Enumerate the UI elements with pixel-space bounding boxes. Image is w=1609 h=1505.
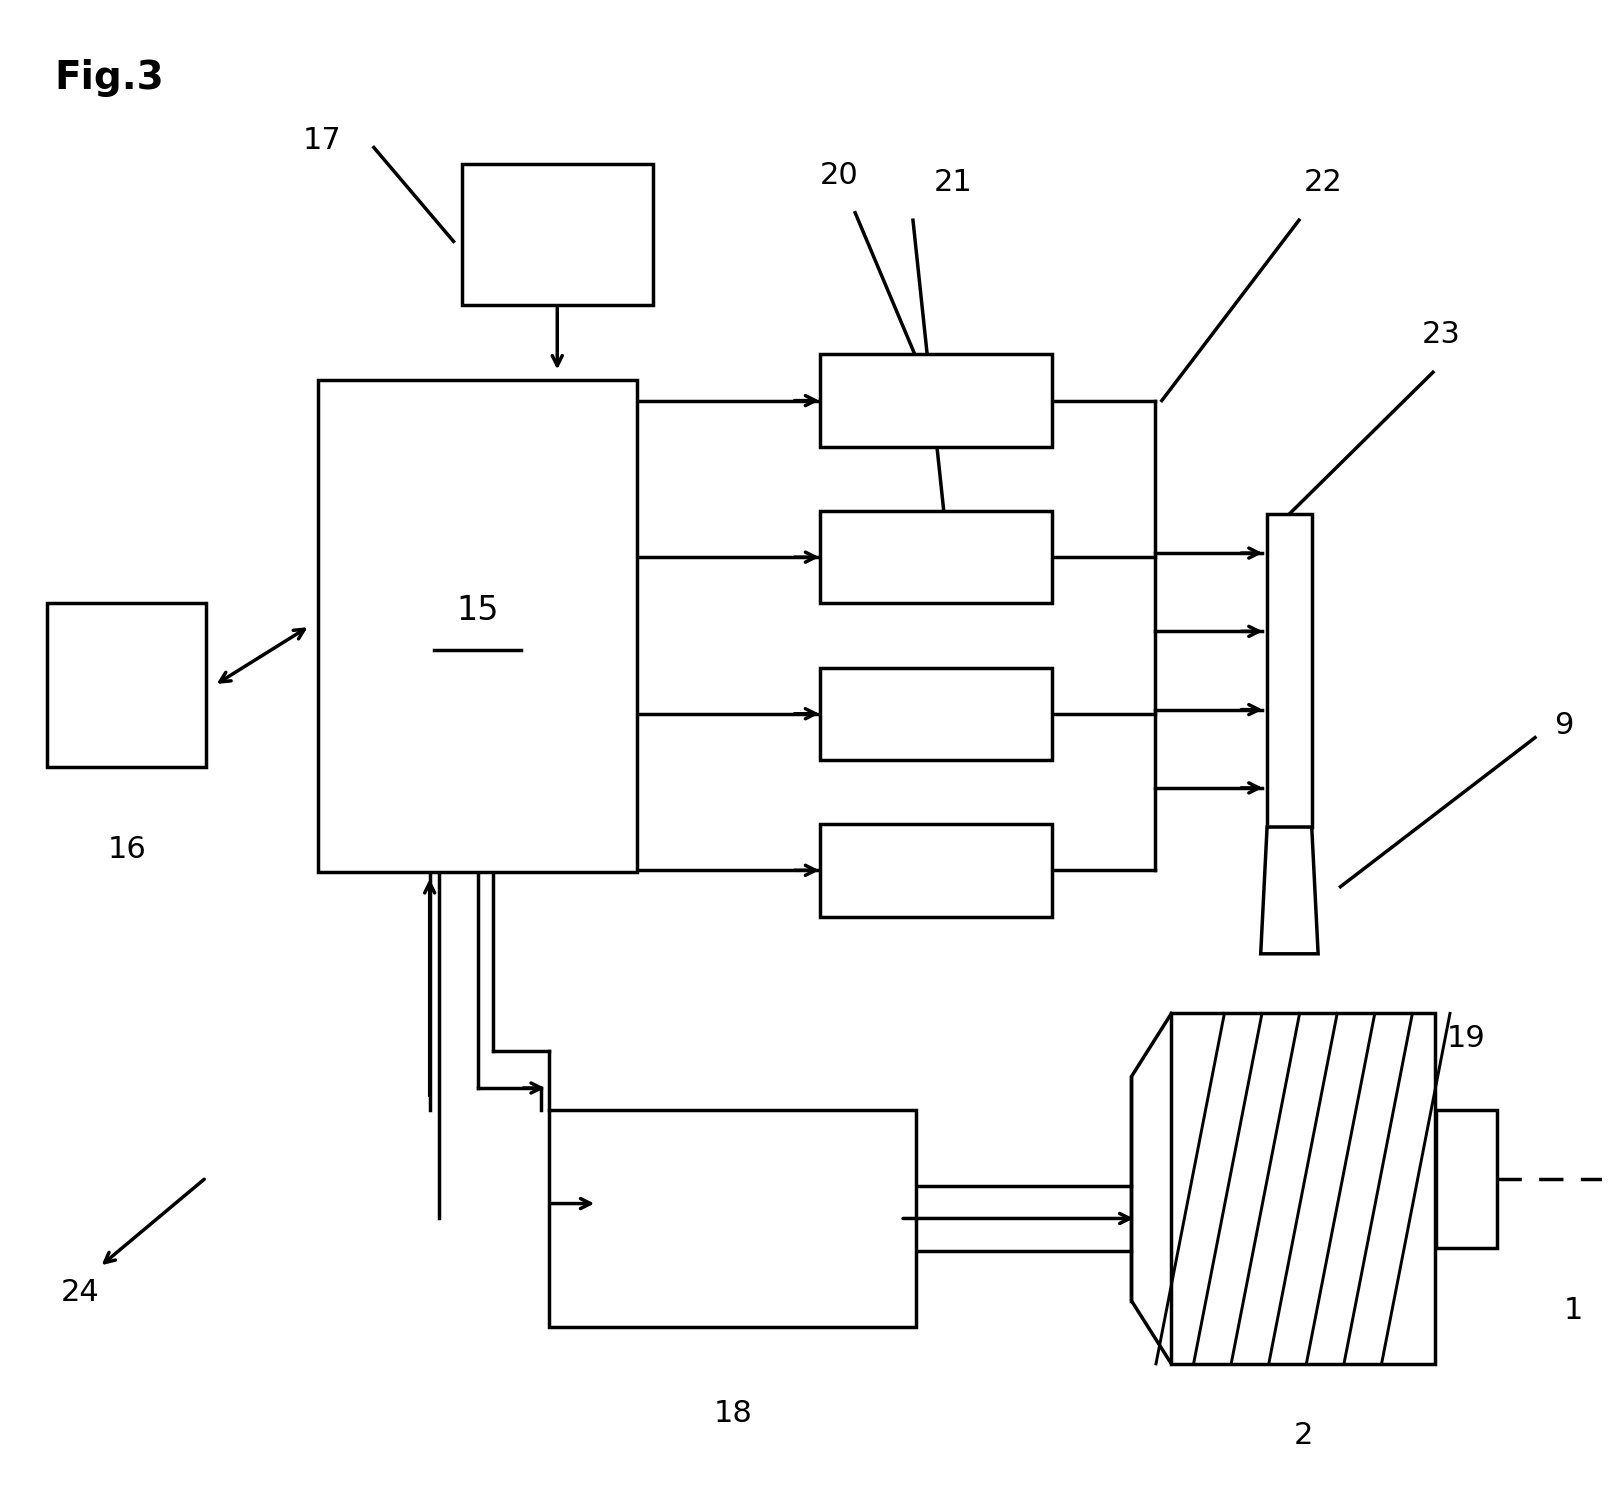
Text: 18: 18 xyxy=(713,1398,751,1428)
Text: 21: 21 xyxy=(933,169,972,197)
Text: 23: 23 xyxy=(1421,321,1461,349)
Bar xyxy=(462,164,653,306)
Text: Fig.3: Fig.3 xyxy=(55,59,164,98)
Text: 20: 20 xyxy=(821,161,859,190)
Text: 1: 1 xyxy=(1564,1296,1583,1324)
Bar xyxy=(1266,513,1311,828)
Bar xyxy=(821,825,1052,917)
Text: 16: 16 xyxy=(108,835,146,864)
Bar xyxy=(821,668,1052,760)
Text: 22: 22 xyxy=(1303,169,1342,197)
Bar xyxy=(1171,1013,1435,1364)
Polygon shape xyxy=(1261,828,1318,954)
Bar xyxy=(821,510,1052,604)
Text: 19: 19 xyxy=(1446,1025,1485,1053)
Bar xyxy=(821,354,1052,447)
Text: 15: 15 xyxy=(457,594,499,628)
Bar xyxy=(319,379,637,871)
Text: 2: 2 xyxy=(1294,1421,1313,1449)
Bar xyxy=(47,604,206,768)
Text: 24: 24 xyxy=(61,1278,100,1306)
Bar xyxy=(549,1111,916,1326)
Text: 9: 9 xyxy=(1554,712,1574,740)
Text: 17: 17 xyxy=(302,126,343,155)
Bar xyxy=(1437,1111,1496,1248)
